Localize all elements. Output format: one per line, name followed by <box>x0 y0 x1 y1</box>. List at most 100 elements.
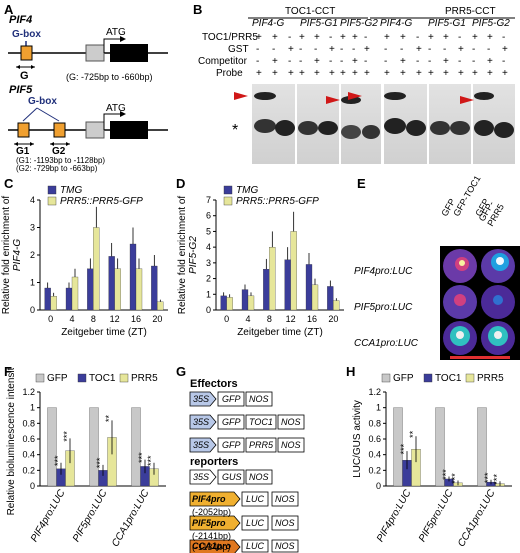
e1-nos: NOS <box>249 394 269 404</box>
bar <box>226 297 233 311</box>
y-axis-title-line1: Relative fold enrichment of <box>177 196 188 315</box>
y-tick-label: 7 <box>206 195 211 205</box>
emsa-gel-image <box>252 84 515 164</box>
emsa-sign: + <box>364 44 370 55</box>
emsa-sign: + <box>487 56 493 67</box>
y-tick-label: 0 <box>206 305 211 315</box>
bar <box>263 268 270 311</box>
pif4-gene-label: PIF4 <box>9 14 33 26</box>
emsa-sign: + <box>329 68 335 79</box>
bar <box>89 407 99 487</box>
emsa-lane-label-5: PIF5-G1 <box>428 18 466 29</box>
significance-stars: *** <box>399 443 409 454</box>
emsa-row-toc1prr5: TOC1/PRR5 <box>202 32 258 43</box>
emsa-sign: + <box>288 44 294 55</box>
emsa-sign: + <box>340 32 346 43</box>
emsa-sign: + <box>314 68 320 79</box>
emsa-group-prr5: PRR5-CCT <box>445 6 496 17</box>
emsa-sign: - <box>364 32 368 43</box>
emsa-sign: - <box>416 32 420 43</box>
emsa-sign: + <box>352 56 358 67</box>
significance-stars: *** <box>450 473 460 484</box>
panel-f-chart: 00.20.40.60.811.2PIF4pro:LUC******PIF5pr… <box>6 368 166 549</box>
x-tick-label: 12 <box>110 314 120 324</box>
y-tick-label: 0.8 <box>368 418 381 428</box>
x-tick-label: PIF5pro:LUC <box>71 487 110 544</box>
x-tick-label: 20 <box>328 314 338 324</box>
y-tick-label: 0 <box>376 481 381 491</box>
emsa-sign: + <box>272 68 278 79</box>
effectors-heading: Effectors <box>190 378 238 390</box>
r1-nos: NOS <box>275 494 295 504</box>
y-tick-label: 1.2 <box>368 387 381 397</box>
legend-swatch <box>35 373 45 383</box>
y-axis-title: LUC/GUS activity <box>352 400 363 478</box>
panel-g-constructs: Effectors reporters 35S GFP NOS 35S GFP … <box>176 368 346 553</box>
legend-label: PRR5::PRR5-GFP <box>236 196 319 207</box>
bar <box>333 300 340 311</box>
shift-arrow-1 <box>234 92 248 100</box>
emsa-sign: + <box>472 32 478 43</box>
r2-pif5pro: PIF5pro <box>192 518 226 528</box>
bar <box>327 286 334 311</box>
nonspecific-star: * <box>232 122 239 139</box>
x-tick-label: 16 <box>131 314 141 324</box>
bar <box>65 287 73 311</box>
panel-label-a: A <box>4 2 14 17</box>
e2-nos: NOS <box>281 417 301 427</box>
emsa-sign: + <box>443 32 449 43</box>
significance-stars: *** <box>95 457 105 468</box>
r0-nos: NOS <box>249 472 269 482</box>
significance-stars: *** <box>62 431 72 442</box>
g1-region-label: G1 <box>16 146 30 157</box>
panel-label-e: E <box>357 176 366 191</box>
shift-arrow-3 <box>348 92 362 100</box>
emsa-sign: + <box>400 56 406 67</box>
r2-luc: LUC <box>246 518 265 528</box>
bar <box>135 268 143 311</box>
emsa-sign: - <box>288 56 292 67</box>
emsa-sign: - <box>352 44 356 55</box>
panel-label-f: F <box>4 364 12 379</box>
emsa-sign: + <box>502 44 508 55</box>
g1-region-range: (G1: -1193bp to -1128bp) <box>16 156 106 165</box>
legend-label: TOC1 <box>435 373 462 384</box>
g-region-range: (G: -725bp to -660bp) <box>66 72 153 82</box>
emsa-sign: - <box>458 32 462 43</box>
emsa-sign: + <box>416 44 422 55</box>
g2-region-label: G2 <box>52 146 66 157</box>
panel-label-b: B <box>193 2 203 17</box>
shift-arrow-4 <box>460 96 474 104</box>
x-axis-title: Zeitgeber time (ZT) <box>237 327 323 338</box>
y-tick-label: 1 <box>206 289 211 299</box>
emsa-sign: - <box>364 56 368 67</box>
y-tick-label: 6 <box>206 211 211 221</box>
y-tick-label: 1 <box>30 403 35 413</box>
emsa-sign: + <box>256 32 262 43</box>
emsa-sign: - <box>472 44 476 55</box>
x-tick-label: PIF5pro:LUC <box>417 487 456 544</box>
emsa-lane-label-6: PIF5-G2 <box>472 18 510 29</box>
panel-e-leaf-imaging: GFP GFP-TOC1 GFP GFP-PRR5 PIF4pro:LUC PI… <box>352 174 520 360</box>
bar <box>71 276 79 311</box>
emsa-lane-label-4: PIF4-G <box>380 18 413 29</box>
emsa-arrows <box>234 92 474 104</box>
emsa-sign: - <box>314 44 318 55</box>
emsa-sign: + <box>428 32 434 43</box>
emsa-sign: + <box>352 32 358 43</box>
emsa-sign: - <box>340 44 344 55</box>
e-row-3: CCA1pro:LUC <box>354 338 418 349</box>
r0-35s: 35S <box>193 472 210 482</box>
panel-label-g: G <box>176 364 187 379</box>
emsa-sign: - <box>329 32 333 43</box>
y-tick-label: 0 <box>30 305 35 315</box>
construct-drawing <box>189 391 305 553</box>
y-tick-label: 1.2 <box>22 387 35 397</box>
y-tick-label: 0.4 <box>368 450 381 460</box>
y-tick-label: 4 <box>30 195 35 205</box>
emsa-sign: + <box>472 68 478 79</box>
legend-swatch <box>223 196 233 206</box>
emsa-sign: + <box>314 56 320 67</box>
panel-label-d: D <box>176 176 186 191</box>
emsa-sign: - <box>502 56 506 67</box>
